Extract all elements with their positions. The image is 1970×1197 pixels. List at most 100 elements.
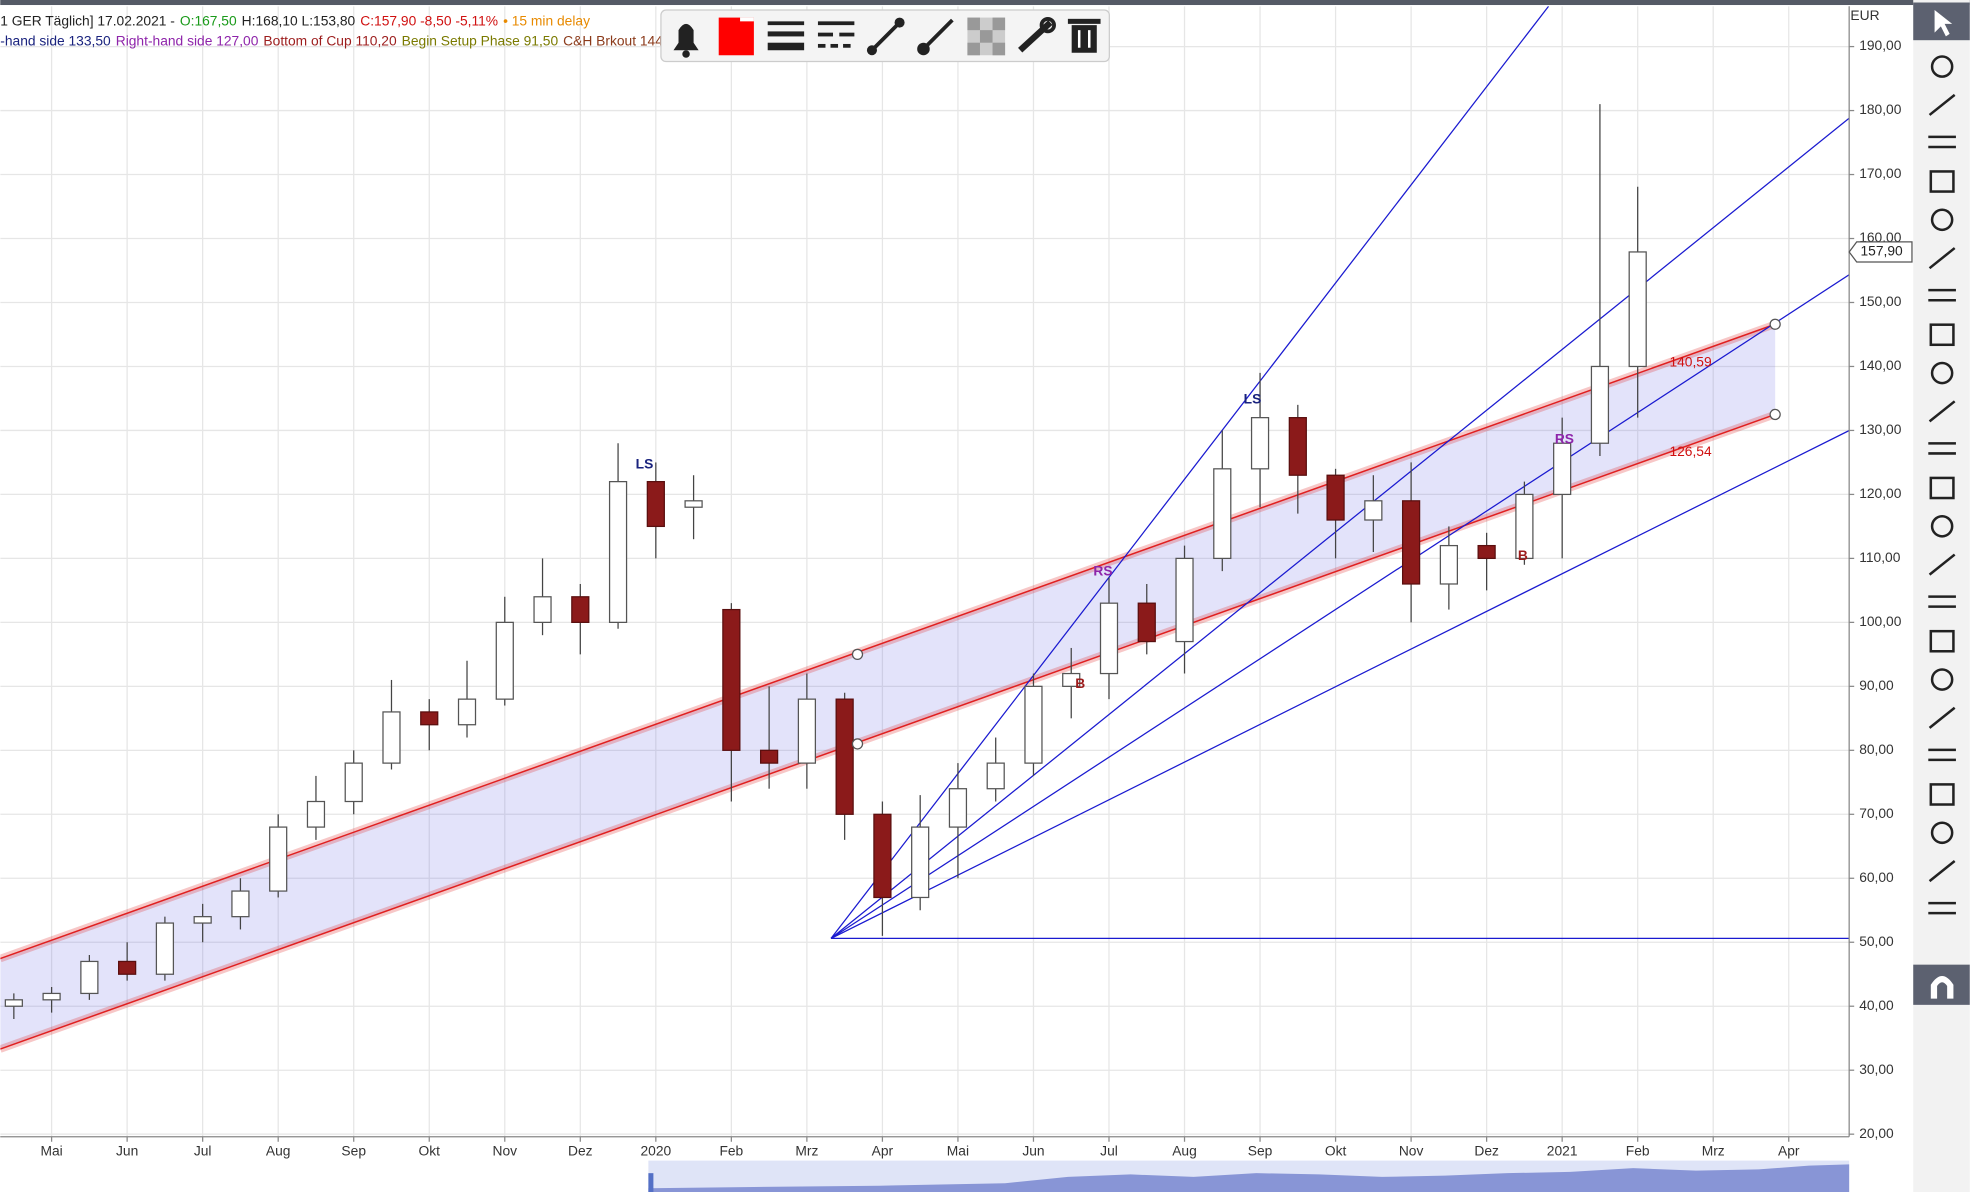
header-part: -hand side 133,50 [0,32,111,48]
tool-button[interactable] [1928,288,1956,302]
y-tick-label: 170,00 [1859,165,1902,181]
candle-body [1024,685,1043,764]
y-tick-label: 120,00 [1859,485,1902,501]
header-part: 1 GER Täglich] 17.02.2021 - [0,12,175,28]
tool-icon [1930,821,1954,845]
tool-button[interactable] [1928,860,1956,883]
x-tick-label: 2021 [1547,1142,1578,1158]
tool-button[interactable] [1930,55,1954,78]
channel-line [0,323,1776,960]
alert-button[interactable] [673,23,699,58]
line-style-button[interactable] [817,21,855,48]
channel-line [0,413,1776,1050]
level-label: 126,54 [1669,443,1712,459]
tool-button[interactable] [1929,629,1955,653]
x-tick-label: Feb [719,1142,743,1158]
tool-icon [1930,514,1954,538]
header-part: O:167,50 [180,12,237,28]
navigator-handle[interactable] [648,1173,654,1192]
tool-button[interactable] [1929,170,1955,193]
y-tick-label: 60,00 [1859,869,1894,885]
tool-button[interactable] [1929,783,1955,806]
channel-handle[interactable] [1769,408,1781,421]
tool-button[interactable] [1930,668,1954,691]
tool-button[interactable] [1930,361,1954,385]
color-button[interactable] [718,17,754,56]
tool-button[interactable] [1928,247,1956,270]
trendline [830,6,1550,939]
y-tick-label: 130,00 [1859,421,1902,437]
fill-button[interactable] [967,17,1006,56]
header-part: C:157,90 -8,50 -5,11% [360,12,498,28]
ray-tool[interactable] [917,18,954,56]
y-tick-label: 80,00 [1859,741,1894,757]
pattern-label: B [1518,547,1528,563]
cursor-icon [1934,10,1953,37]
candle-body [231,890,250,918]
tool-icon [1929,629,1955,653]
tool-button[interactable] [1928,442,1956,455]
candle-body [1439,544,1458,585]
header-part: C&H Brkout 144,9 [563,32,675,48]
header-part: Bottom of Cup 110,20 [263,32,397,48]
settings-button[interactable] [1018,16,1056,53]
tool-icon [1929,783,1955,806]
navigator [648,1160,1850,1192]
tool-button[interactable] [1930,208,1954,232]
y-tick-label: 90,00 [1859,677,1894,693]
candle-body [155,922,175,975]
trendline [830,117,1850,939]
header-part: Begin Setup Phase 91,50 [402,32,559,48]
candle-body [457,698,477,726]
magnet-tool[interactable] [1913,964,1970,1005]
tool-button[interactable] [1928,135,1956,149]
header-line: 1 GER Täglich] 17.02.2021 - O:167,50 H:168… [0,12,590,28]
y-tick-label: 160,00 [1859,229,1902,245]
y-tick-label: 180,00 [1859,101,1902,117]
tool-button[interactable] [1928,553,1956,576]
candle-body [948,788,968,828]
y-tick-label: 110,00 [1859,549,1901,565]
channel-handle[interactable] [851,738,864,750]
candle-body [571,596,590,623]
line-width-button[interactable] [767,21,805,51]
tool-icon [1929,476,1955,500]
x-tick-label: Sep [341,1142,366,1158]
tool-button[interactable] [1928,400,1956,423]
tool-icon [1930,208,1954,232]
segment-tool[interactable] [866,17,905,56]
x-tick-label: Jun [116,1142,138,1158]
y-tick-label: 40,00 [1859,997,1894,1013]
channel-handle[interactable] [851,648,864,661]
candle-body [382,711,401,764]
x-tick-label: Mai [947,1142,969,1158]
candle-body [797,698,817,764]
tool-button[interactable] [1928,93,1956,116]
tool-button[interactable] [1928,748,1956,762]
delete-button[interactable] [1067,18,1101,53]
channel-handle[interactable] [1769,318,1781,330]
candle-body [420,711,439,726]
candle-body [344,762,363,803]
y-tick-label: 140,00 [1859,357,1902,373]
tool-button[interactable] [1930,821,1954,845]
x-tick-label: Okt [419,1142,441,1158]
candle-body [1099,602,1119,675]
tool-button[interactable] [1928,901,1956,915]
tool-button[interactable] [1928,595,1956,608]
tool-button[interactable] [1929,476,1955,500]
x-tick-label: Apr [1778,1142,1800,1158]
header-part: Right-hand side 127,00 [116,32,259,48]
candle-body [759,749,779,764]
header-part: • 15 min delay [503,12,590,28]
tool-button[interactable] [1929,323,1955,347]
x-tick-label: Dez [1474,1142,1499,1158]
candle-body [1364,500,1383,521]
last-price-label: 157,90 [1860,243,1903,259]
tool-button[interactable] [1930,514,1954,538]
trendline [830,273,1850,939]
candle-body [1515,493,1534,560]
tool-button[interactable] [1928,706,1956,729]
candle-body [684,500,703,508]
